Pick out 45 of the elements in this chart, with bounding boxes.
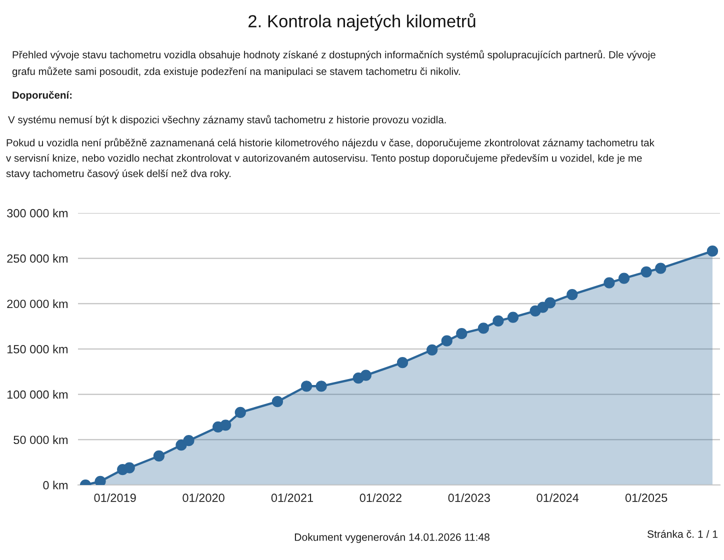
point [316, 380, 327, 392]
point [426, 344, 438, 356]
y-tick-label: 250 000 km [7, 254, 68, 263]
point [544, 297, 556, 308]
point [706, 246, 718, 257]
point [272, 396, 284, 408]
point [655, 262, 666, 274]
x-tick-label: 01/2024 [536, 493, 579, 502]
y-tick-label: 100 000 km [7, 390, 68, 399]
point [456, 328, 468, 340]
text: V systému nemusí být k dispozici všechny záznamy stavů tachometru z historie provozu vozidla. [8, 115, 446, 126]
point [566, 289, 578, 300]
x-tick-label: 01/2021 [271, 493, 314, 502]
point [234, 406, 246, 418]
text: Doporučení: [12, 91, 72, 101]
point [183, 435, 194, 446]
y-tick-label: 0 km [43, 480, 68, 490]
point [300, 380, 312, 392]
x-tick-label: 01/2019 [94, 493, 136, 502]
chart-title: 2. Kontrola najetých kilometrů [248, 13, 476, 31]
point [492, 315, 504, 326]
y-tick-label: 300 000 km [7, 208, 68, 218]
point [124, 462, 135, 474]
y-tick-label: 150 000 km [7, 344, 68, 354]
point [507, 312, 519, 323]
point [618, 272, 630, 284]
x-tick-label: 01/2023 [448, 493, 490, 502]
x-tick-label: 01/2020 [182, 493, 224, 502]
point [94, 476, 106, 485]
point [441, 335, 452, 346]
x-tick-label: 01/2025 [625, 493, 668, 502]
text: Stránka č. 1 / 1 [647, 530, 718, 538]
y-tick-label: 50 000 km [14, 435, 68, 444]
point [360, 370, 372, 381]
point [396, 357, 408, 368]
text: Pokud u vozidla není průběžně zaznamenaná celá historie kilometrového nájezdu v čase, doporučujeme zkontrolovat záznamy tachometru tak v servisní knize, nebo vozidlo nechat zkontrolovat v autorizovaném autoservisu. Tento postup doporučujeme především u vozidel, kde je me stavy tachometru časový úsek delší než dva roky. [6, 138, 654, 180]
text: Dokument vygenerován 14.01.2026 11:48 [294, 533, 490, 543]
point [640, 266, 652, 278]
text: Přehled vývoje stavu tachometru vozidla obsahuje hodnoty získané z dostupných informačních systémů spolupracujících partnerů. Dle vývoje grafu můžete sami posoudit, zda existuje podezření na manipulaci se stavem tachometru či nikoliv. [12, 50, 656, 78]
point [153, 450, 165, 462]
x-tick-label: 01/2022 [360, 493, 402, 502]
point [604, 277, 615, 288]
y-tick-label: 200 000 km [7, 299, 68, 308]
point [478, 322, 490, 334]
point [220, 420, 232, 431]
